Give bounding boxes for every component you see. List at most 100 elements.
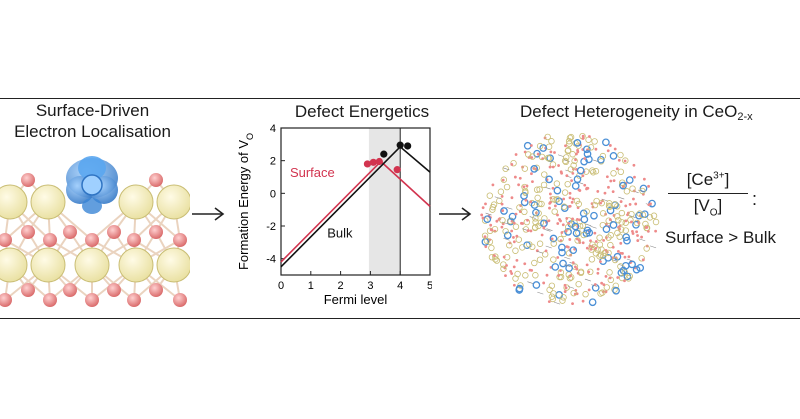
o-atom [489, 223, 493, 227]
ce-atom [30, 184, 66, 220]
o-atom [530, 156, 534, 159]
o-atom [21, 173, 35, 187]
ce3-atom [573, 139, 582, 147]
o-atom [575, 217, 579, 221]
o-atom [551, 165, 555, 169]
ce-atom [560, 294, 567, 301]
o-atom [556, 256, 560, 259]
ce-atom [545, 143, 553, 150]
y-tick-label: 0 [270, 188, 276, 200]
o-atom [514, 153, 518, 156]
o-atom [510, 229, 514, 233]
ce-atom [613, 203, 621, 210]
ce-atom [567, 166, 575, 173]
bond [590, 225, 597, 229]
o-atom [63, 283, 77, 297]
ce-atom [536, 142, 544, 150]
ce-atom [515, 236, 523, 243]
o-atom [565, 217, 569, 220]
ce3-atom [583, 150, 592, 158]
o-atom [556, 213, 559, 217]
o-atom [574, 158, 577, 162]
right-arrow-1 [192, 207, 225, 221]
ce-atom [625, 275, 632, 282]
o-atom [21, 225, 35, 239]
o-atom [587, 288, 591, 292]
o-atom [575, 152, 578, 156]
ce-atom [570, 289, 577, 297]
ce-atom [567, 133, 575, 141]
ce-atom [639, 187, 646, 195]
ce-atom [622, 227, 629, 234]
bond [639, 238, 646, 242]
o-atom [636, 239, 640, 242]
numerator-superscript: 3+ [713, 170, 725, 182]
series-point-surface [363, 160, 372, 168]
ce3-atom [530, 165, 539, 173]
ce-atom [538, 153, 546, 161]
o-atom [523, 262, 527, 266]
ce-atom [571, 157, 578, 165]
ce3-atom [580, 215, 589, 224]
x-tick-label: 2 [338, 280, 344, 292]
ce3-atom [619, 181, 627, 190]
series-point-bulk [404, 142, 412, 150]
o-atom [561, 223, 565, 227]
plot-frame [280, 127, 431, 276]
o-atom [605, 175, 609, 179]
ce-atom [587, 144, 595, 151]
o-atom [548, 165, 552, 169]
o-atom [598, 260, 602, 264]
ce-atom [531, 259, 538, 267]
o-atom [631, 232, 635, 235]
ce-atom [562, 158, 570, 166]
ce-atom [627, 216, 634, 224]
o-atom [623, 255, 627, 259]
right-title-subscript: 2-x [737, 111, 753, 123]
o-atom [21, 283, 35, 297]
ce-atom [489, 206, 496, 213]
ce-atom [489, 203, 497, 211]
ce-atom [497, 188, 505, 195]
o-atom [599, 201, 603, 205]
bond [485, 212, 492, 216]
o-atom [0, 293, 12, 307]
o-atom [515, 258, 519, 262]
o-atom [608, 218, 612, 221]
o-atom [531, 180, 534, 184]
ce3-atom [530, 201, 539, 209]
ce3-atom [565, 264, 573, 272]
ce-atom [0, 247, 28, 283]
ce-atom [521, 165, 529, 172]
o-atom [553, 204, 557, 208]
x-axis-label: Fermi level [324, 292, 388, 307]
o-atom [85, 233, 99, 247]
o-atom [547, 300, 551, 304]
ce-atom [532, 218, 539, 226]
o-atom [484, 245, 488, 249]
series-point-surface [369, 158, 377, 166]
ce-atom [652, 218, 660, 226]
ce-atom [500, 265, 507, 272]
o-atom [581, 137, 585, 140]
ce-atom [589, 167, 596, 174]
ce-atom [573, 197, 581, 205]
o-atom [607, 185, 610, 189]
ce-atom [617, 151, 624, 159]
ce-atom [550, 195, 557, 203]
ce-atom [606, 269, 613, 276]
ce-atom [618, 209, 626, 217]
o-atom [585, 263, 589, 267]
ce-atom [541, 251, 549, 258]
y-tick-label: 4 [270, 123, 276, 135]
ce-atom [606, 203, 613, 210]
o-atom [594, 147, 598, 151]
o-atom [548, 201, 552, 205]
ce-atom [496, 197, 503, 205]
ce-atom [522, 188, 529, 195]
ce3-atom [555, 197, 563, 206]
o-atom [548, 192, 552, 196]
right-panel-title: Defect Heterogeneity in CeO2-x [520, 101, 800, 128]
x-tick-label: 1 [308, 280, 314, 292]
content-frame [0, 98, 800, 319]
